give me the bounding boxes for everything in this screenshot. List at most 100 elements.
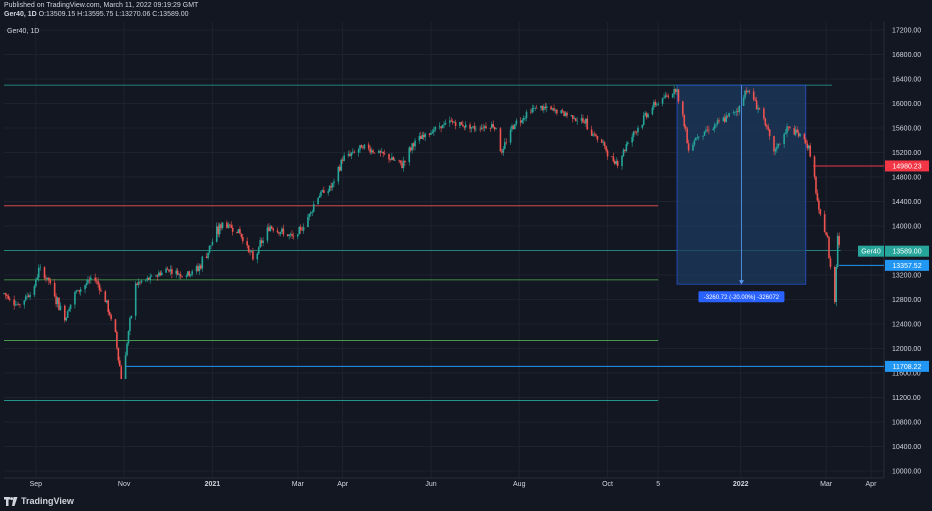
candle-body bbox=[835, 266, 838, 303]
candle-body bbox=[328, 185, 331, 192]
tradingview-brand: TradingView bbox=[21, 496, 74, 506]
candle-body bbox=[247, 245, 250, 252]
candle-body bbox=[451, 121, 454, 123]
candle-body bbox=[777, 143, 780, 147]
candle-body bbox=[816, 193, 819, 201]
candle-body bbox=[181, 276, 183, 277]
candle-body bbox=[459, 122, 461, 126]
candle-body bbox=[242, 237, 244, 242]
candle-body bbox=[706, 129, 709, 131]
candle-body bbox=[302, 227, 305, 231]
y-tick-label: 10000.00 bbox=[892, 469, 921, 476]
candle-body bbox=[441, 124, 444, 129]
candle-body bbox=[402, 160, 405, 169]
candle-body bbox=[479, 128, 481, 130]
tradingview-logo[interactable]: TradingView bbox=[4, 496, 74, 506]
candle-body bbox=[748, 90, 751, 92]
candle-body bbox=[299, 227, 302, 230]
candle-body bbox=[806, 143, 809, 149]
candle-body bbox=[805, 139, 807, 144]
candle-body bbox=[511, 125, 513, 130]
candle-body bbox=[74, 292, 76, 305]
candle-body bbox=[169, 269, 172, 272]
candle-body bbox=[826, 235, 829, 238]
candle-body bbox=[645, 113, 648, 118]
candle-body bbox=[745, 90, 748, 93]
candle-body bbox=[600, 139, 603, 143]
candle-body bbox=[693, 140, 696, 145]
candle-body bbox=[46, 277, 49, 280]
candle-body bbox=[78, 290, 81, 292]
candle-body bbox=[797, 132, 800, 137]
candle-body bbox=[631, 136, 633, 143]
candle-body bbox=[279, 231, 282, 234]
candle-body bbox=[673, 89, 675, 95]
candle-body bbox=[433, 129, 435, 133]
candle-body bbox=[828, 237, 830, 259]
candle-body bbox=[572, 115, 574, 119]
candle-body bbox=[560, 110, 563, 114]
x-tick-label: Sep bbox=[30, 481, 43, 488]
candle-body bbox=[359, 145, 361, 150]
candle-body bbox=[45, 278, 47, 280]
candle-body bbox=[205, 256, 208, 258]
candle-body bbox=[250, 251, 253, 253]
candle-body bbox=[291, 234, 293, 236]
candle-body bbox=[742, 97, 745, 106]
candle-body bbox=[281, 228, 283, 232]
candle-body bbox=[227, 224, 230, 228]
candle-body bbox=[230, 224, 233, 228]
candle-body bbox=[692, 144, 694, 151]
y-tick-label: 14400.00 bbox=[892, 199, 921, 206]
candle-body bbox=[829, 258, 832, 267]
candle-body bbox=[195, 266, 198, 272]
candle-body bbox=[310, 212, 312, 214]
candle-body bbox=[147, 277, 150, 280]
candle-body bbox=[473, 126, 476, 130]
candle-body bbox=[14, 304, 17, 306]
candle-body bbox=[124, 355, 127, 379]
candle-body bbox=[784, 132, 787, 135]
candle-body bbox=[252, 251, 254, 260]
candle-body bbox=[763, 108, 765, 119]
candle-body bbox=[49, 280, 52, 283]
measure-label-box bbox=[698, 291, 785, 303]
candle-body bbox=[582, 118, 584, 123]
candle-body bbox=[524, 118, 526, 119]
y-tick-label: 12000.00 bbox=[892, 346, 921, 353]
candle-body bbox=[136, 283, 138, 285]
candle-body bbox=[726, 115, 729, 117]
candle-body bbox=[333, 181, 335, 184]
candle-body bbox=[590, 129, 593, 136]
candle-body bbox=[185, 275, 188, 277]
candle-body bbox=[282, 228, 285, 235]
candle-body bbox=[6, 294, 8, 297]
candle-body bbox=[664, 95, 667, 98]
candle-body bbox=[372, 150, 374, 153]
candle-body bbox=[17, 304, 20, 305]
x-tick-label: Nov bbox=[118, 481, 131, 488]
candle-body bbox=[576, 120, 578, 122]
candle-body bbox=[84, 285, 86, 290]
candle-body bbox=[55, 296, 57, 305]
chart-symbol-label: Ger40, 1D bbox=[7, 28, 39, 35]
y-tick-label: 14800.00 bbox=[892, 175, 921, 182]
candle-body bbox=[29, 294, 31, 298]
candle-body bbox=[764, 118, 767, 126]
candle-body bbox=[499, 128, 502, 152]
candle-body bbox=[104, 291, 107, 303]
candle-body bbox=[521, 120, 523, 123]
candle-body bbox=[108, 312, 111, 315]
candle-body bbox=[735, 111, 738, 112]
candle-body bbox=[175, 270, 178, 274]
y-tick-label: 12400.00 bbox=[892, 322, 921, 329]
candle-body bbox=[564, 112, 567, 117]
candle-body bbox=[380, 151, 383, 153]
candle-body bbox=[683, 114, 686, 127]
candle-body bbox=[583, 122, 586, 124]
candle-body bbox=[737, 111, 739, 113]
candle-body bbox=[8, 298, 11, 300]
candle-body bbox=[819, 209, 822, 215]
candle-body bbox=[421, 134, 424, 139]
